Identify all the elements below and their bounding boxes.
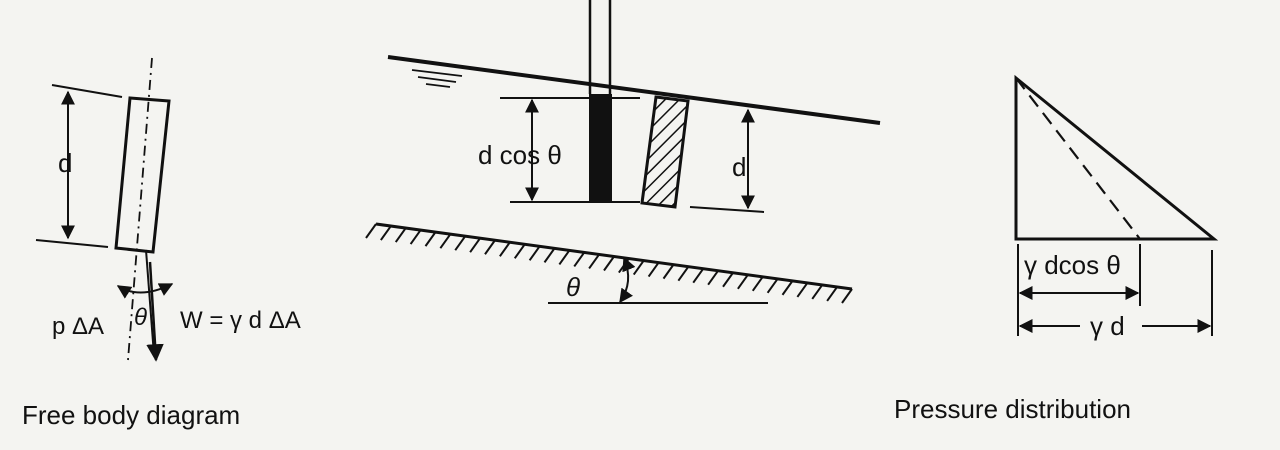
bed-hatch-tick <box>811 284 824 300</box>
bed-hatch-tick <box>603 255 615 272</box>
fbd-bottom-extension <box>35 239 109 248</box>
bed-hatch-tick <box>707 270 719 286</box>
inclined-channel <box>375 0 881 304</box>
bed-hatch-tick <box>558 249 571 265</box>
fbd-centerline <box>127 57 153 361</box>
pressure-label-gamma-d: γ d <box>1090 311 1125 341</box>
bed-hatch-tick <box>409 229 422 245</box>
pressure-triangle <box>1014 74 1219 241</box>
bed-hatch-tick <box>588 253 600 270</box>
fbd-label-pressure-force: p ΔA <box>52 313 104 340</box>
channel-label-d: d <box>732 152 746 182</box>
bed-hatch-tick <box>841 288 853 304</box>
bed-hatch-tick <box>528 245 541 261</box>
bed-hatch-tick <box>692 268 705 284</box>
fbd-label-weight: W = γ d ΔA <box>180 307 301 334</box>
bed-hatch-tick <box>618 257 630 274</box>
pressure-dashed-line <box>1015 77 1141 240</box>
bed-hatch-tick <box>737 274 749 290</box>
fbd-label-d: d <box>58 148 72 178</box>
surface-mark-2 <box>417 76 457 83</box>
bed-hatch-tick <box>365 223 377 239</box>
bed-hatch-tick <box>543 247 556 263</box>
fbd-caption: Free body diagram <box>22 400 240 430</box>
bed-hatch-tick <box>484 239 496 255</box>
bed-hatch-tick <box>499 241 511 257</box>
bed-hatch-tick <box>380 225 392 241</box>
bed-hatch-tick <box>424 231 437 247</box>
fbd-vertical-line <box>145 249 155 356</box>
bed-hatch-tick <box>632 259 645 276</box>
bed-hatch-tick <box>722 272 734 288</box>
fbd-top-extension <box>51 84 123 98</box>
free-body-diagram <box>35 57 174 362</box>
bed-hatching <box>365 223 853 304</box>
bed-hatch-tick <box>766 278 779 294</box>
bed-hatch-tick <box>796 282 809 298</box>
bed-hatch-tick <box>647 262 660 278</box>
vertical-water-column <box>589 94 612 203</box>
bed-hatch-tick <box>454 235 467 251</box>
bed-hatch-tick <box>469 237 481 253</box>
channel-label-theta: θ <box>566 272 580 302</box>
hatched-perpendicular-column <box>640 95 690 209</box>
surface-mark-3 <box>425 83 451 88</box>
bed-hatch-tick <box>662 264 675 280</box>
fbd-label-theta: θ <box>134 304 147 331</box>
pressure-caption: Pressure distribution <box>894 394 1131 424</box>
d-bottom-extension <box>689 206 765 213</box>
bed-hatch-tick <box>439 233 452 249</box>
fbd-theta-arc <box>116 283 174 299</box>
bed-hatch-tick <box>394 227 407 243</box>
bed-hatch-tick <box>781 280 794 296</box>
fbd-weight-arrow <box>146 261 164 362</box>
water-surface-line <box>387 55 881 125</box>
bed-hatch-tick <box>826 286 838 302</box>
pressure-distribution <box>1014 74 1219 336</box>
pressure-label-gamma-dcos: γ dcos θ <box>1024 250 1121 280</box>
bed-hatch-tick <box>513 243 526 259</box>
channel-label-dcos: d cos θ <box>478 140 562 170</box>
bed-hatch-tick <box>677 266 690 282</box>
bed-hatch-tick <box>751 276 764 292</box>
surface-mark-1 <box>411 69 463 77</box>
bed-hatch-tick <box>573 251 586 268</box>
